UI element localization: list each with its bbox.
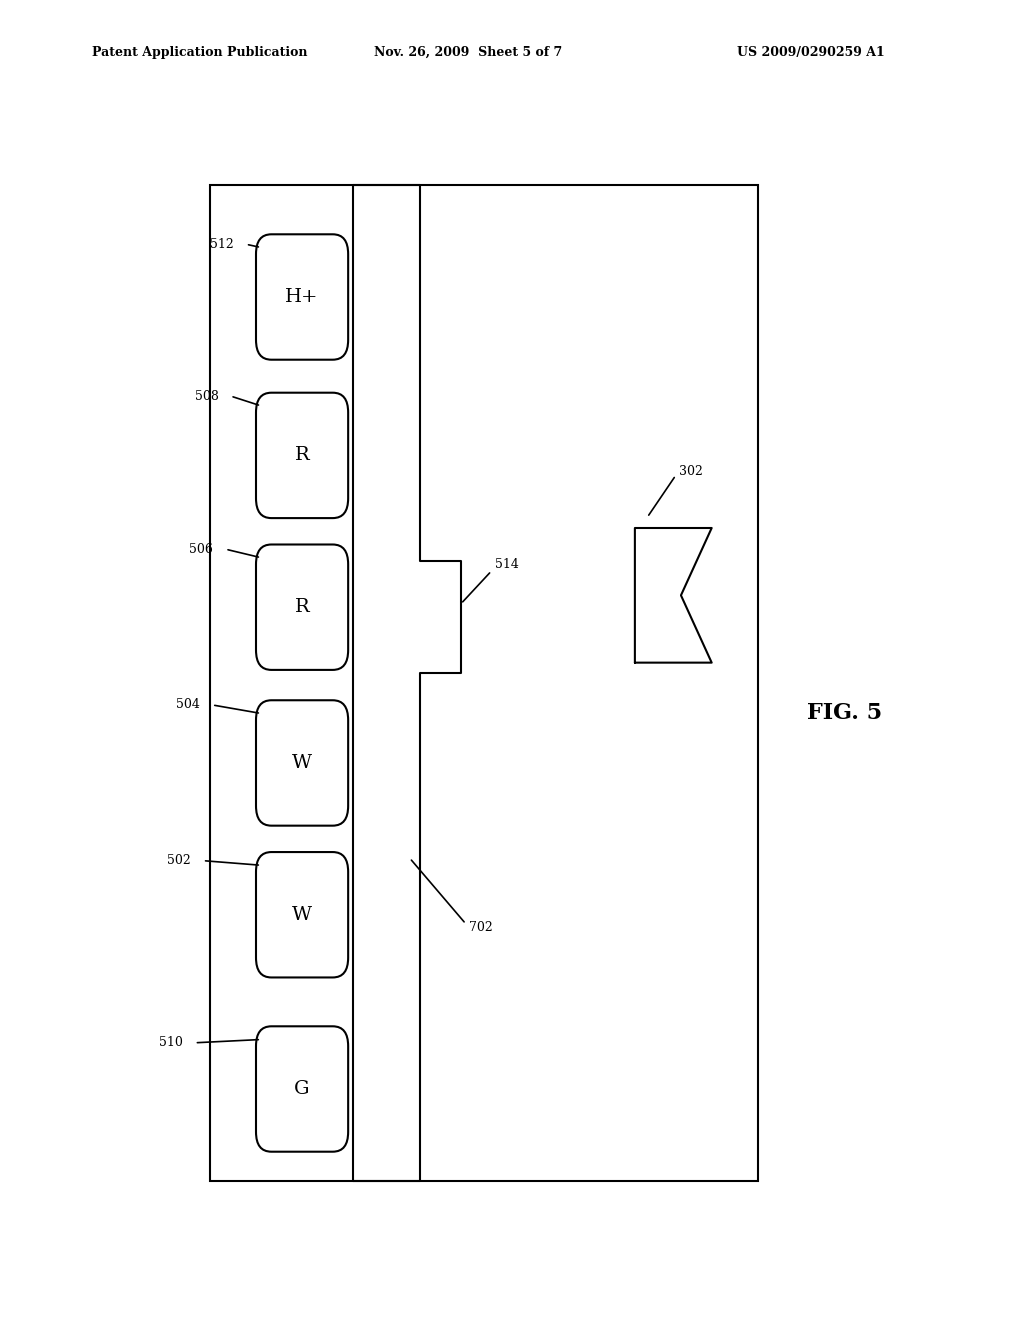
Text: 508: 508: [195, 389, 218, 403]
FancyBboxPatch shape: [256, 700, 348, 826]
Text: R: R: [295, 446, 309, 465]
Text: Nov. 26, 2009  Sheet 5 of 7: Nov. 26, 2009 Sheet 5 of 7: [374, 46, 562, 59]
Text: 506: 506: [189, 543, 213, 556]
Text: FIG. 5: FIG. 5: [807, 702, 883, 723]
Text: 702: 702: [469, 921, 493, 935]
Text: W: W: [292, 906, 312, 924]
Text: 504: 504: [176, 698, 200, 711]
Text: 512: 512: [210, 238, 233, 251]
FancyBboxPatch shape: [256, 1027, 348, 1151]
Text: 302: 302: [679, 465, 702, 478]
Text: Patent Application Publication: Patent Application Publication: [92, 46, 307, 59]
Text: 514: 514: [495, 558, 518, 570]
FancyBboxPatch shape: [256, 235, 348, 359]
FancyBboxPatch shape: [256, 544, 348, 671]
FancyBboxPatch shape: [256, 393, 348, 517]
Text: G: G: [294, 1080, 310, 1098]
Text: H+: H+: [286, 288, 318, 306]
Text: R: R: [295, 598, 309, 616]
Text: 510: 510: [159, 1036, 182, 1049]
Text: US 2009/0290259 A1: US 2009/0290259 A1: [737, 46, 885, 59]
Bar: [210, 185, 758, 1181]
Text: W: W: [292, 754, 312, 772]
Text: 502: 502: [167, 854, 190, 867]
FancyBboxPatch shape: [256, 853, 348, 977]
